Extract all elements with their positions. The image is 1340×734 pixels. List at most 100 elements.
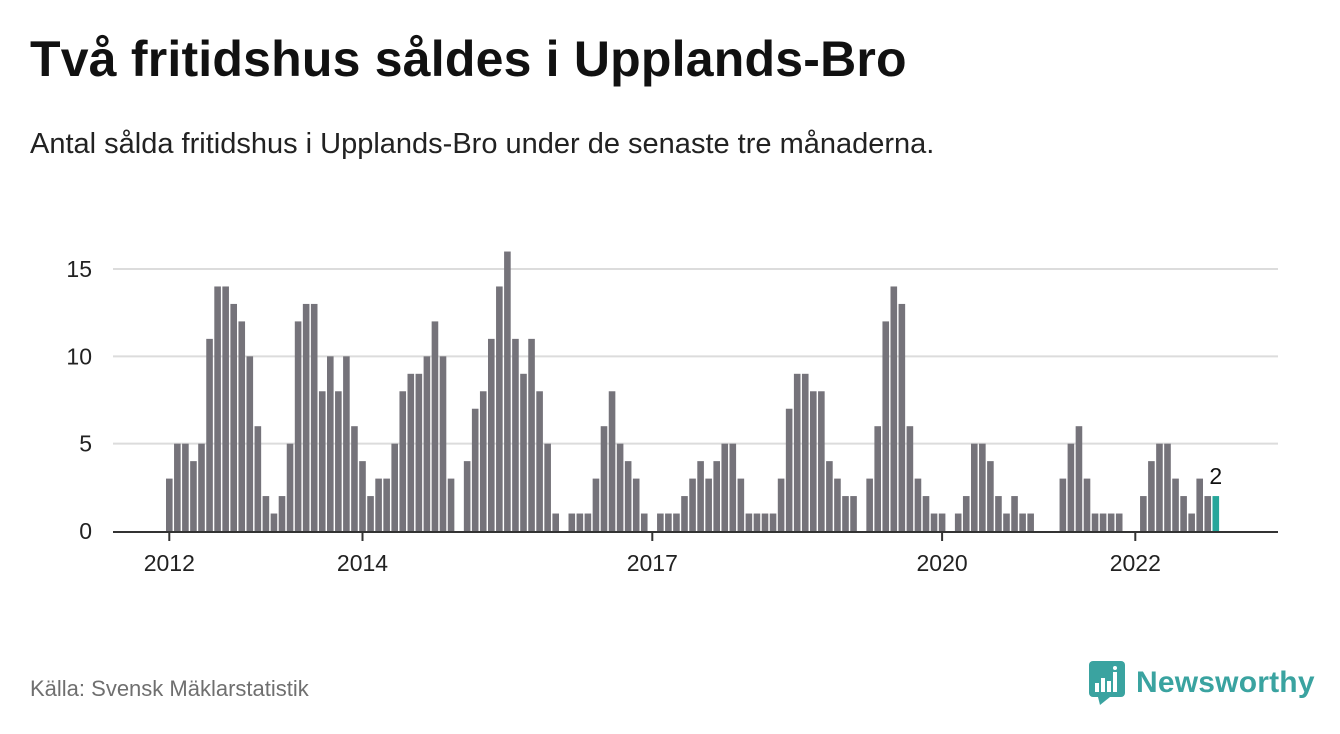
bar: [697, 461, 704, 531]
bar: [938, 513, 946, 531]
bar: [294, 321, 302, 531]
bar: [1156, 443, 1163, 531]
bar: [689, 478, 696, 531]
bar: [318, 391, 326, 531]
bar: [1172, 478, 1179, 531]
bar: [1196, 478, 1203, 531]
x-tick-label: 2012: [144, 550, 195, 576]
bar: [399, 391, 407, 531]
bar: [1099, 513, 1107, 531]
bar: [536, 391, 543, 531]
bar: [310, 303, 318, 531]
source-note: Källa: Svensk Mäklarstatistik: [30, 676, 309, 701]
bar: [351, 426, 358, 531]
bar: [1140, 496, 1147, 531]
bar: [584, 513, 592, 531]
bar: [246, 356, 254, 531]
bar: [914, 478, 922, 531]
bar: [600, 426, 608, 531]
bar: [182, 443, 189, 531]
bar: [745, 513, 753, 531]
bar: [528, 338, 535, 531]
bar: [471, 408, 479, 531]
y-tick-label: 10: [66, 343, 92, 369]
grid-lines: [113, 268, 1278, 445]
bar: [616, 443, 624, 531]
bar: [995, 496, 1002, 531]
bar: [206, 338, 213, 531]
bar: [423, 356, 431, 531]
bar: [463, 461, 471, 531]
bar: [866, 478, 873, 531]
bar-chart: 0 5 10 15 2 2012 2014 2017 2020 2022: [66, 251, 1278, 576]
bar: [608, 391, 616, 531]
bar: [302, 303, 310, 531]
bar: [359, 461, 366, 531]
bar: [713, 461, 720, 531]
bar: [1011, 496, 1018, 531]
chart-subtitle: Antal sålda fritidshus i Upplands-Bro un…: [30, 128, 935, 160]
bar: [238, 321, 246, 531]
bar: [262, 496, 270, 531]
x-tick-label: 2017: [627, 550, 678, 576]
y-tick-label: 0: [79, 518, 92, 544]
bar: [278, 496, 286, 531]
bar: [882, 321, 890, 531]
bar: [568, 513, 576, 531]
newsworthy-logo: Newsworthy: [1088, 660, 1315, 706]
bar: [520, 373, 527, 531]
bar: [826, 461, 833, 531]
bar: [1027, 513, 1034, 531]
bar: [479, 391, 487, 531]
newsworthy-bar-icon: [1089, 661, 1125, 705]
bar: [930, 513, 938, 531]
bar: [335, 391, 342, 531]
bar: [1075, 426, 1083, 531]
bar: [270, 513, 278, 531]
bar: [640, 513, 648, 531]
bar: [673, 513, 680, 531]
bar: [890, 286, 898, 531]
x-axis: [113, 531, 1278, 541]
bar: [174, 443, 181, 531]
bar: [1083, 478, 1091, 531]
bar: [769, 513, 777, 531]
bar: [624, 461, 632, 531]
axis-labels: 0 5 10 15 2 2012 2014 2017 2020 2022: [66, 256, 1222, 576]
bar: [496, 286, 503, 531]
bar: [793, 373, 801, 531]
bar: [431, 321, 439, 531]
y-tick-label: 15: [66, 256, 92, 282]
bar: [801, 373, 809, 531]
bar: [761, 513, 769, 531]
bar: [922, 496, 930, 531]
bar: [971, 443, 978, 531]
bar: [552, 513, 559, 531]
bar: [681, 496, 688, 531]
bar: [166, 478, 173, 531]
bar: [665, 513, 672, 531]
highlight-bar: [1212, 496, 1220, 531]
bar: [898, 303, 906, 531]
bar: [1067, 443, 1075, 531]
bar: [576, 513, 584, 531]
bar: [850, 496, 857, 531]
bar: [254, 426, 262, 531]
bar: [1180, 496, 1187, 531]
bar: [729, 443, 737, 531]
bar: [1164, 443, 1171, 531]
bars: [166, 251, 1220, 531]
bar: [753, 513, 761, 531]
bar: [592, 478, 600, 531]
bar: [1204, 496, 1212, 531]
bar: [657, 513, 664, 531]
bar: [785, 408, 793, 531]
bar: [737, 478, 745, 531]
bar: [286, 443, 294, 531]
bar: [544, 443, 551, 531]
bar: [214, 286, 221, 531]
bar: [1107, 513, 1115, 531]
bar: [230, 303, 237, 531]
x-tick-label: 2014: [337, 550, 388, 576]
bar: [343, 356, 350, 531]
